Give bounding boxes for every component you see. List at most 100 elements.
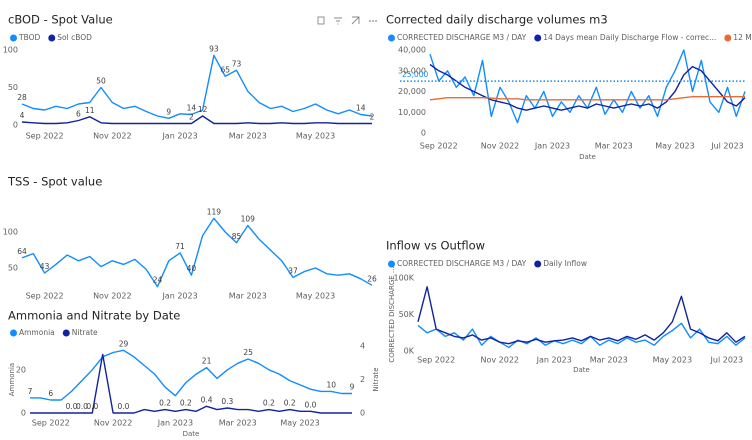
x-axis-title: Date — [183, 430, 200, 438]
data-label: 0.2 — [180, 399, 192, 408]
x-tick-label: Sep 2022 — [26, 132, 64, 141]
series-line — [21, 54, 373, 119]
legend-marker — [10, 329, 17, 337]
x-tick-label: May 2023 — [296, 132, 335, 141]
data-label: 0.3 — [221, 397, 233, 406]
legend-marker — [534, 260, 542, 268]
x-axis-title: Date — [579, 153, 596, 161]
data-label: 50 — [96, 77, 106, 86]
data-label: 0.0 — [76, 402, 88, 411]
data-label: 0.0 — [304, 400, 316, 409]
series-line — [30, 349, 352, 401]
x-tick-label: Jan 2023 — [161, 292, 197, 301]
x-tick-label: Jan 2023 — [157, 419, 193, 428]
data-label: 21 — [202, 357, 212, 366]
x-tick-label: Jan 2023 — [534, 142, 570, 151]
data-label: 14 — [356, 104, 366, 113]
visual-header-icons[interactable] — [317, 16, 377, 25]
y-tick-label: 50 — [8, 264, 18, 273]
reference-label: 25,000 — [402, 70, 428, 79]
data-label: 37 — [288, 266, 298, 275]
x-axis-title: Date — [573, 366, 590, 374]
x-tick-label: Nov 2022 — [481, 142, 520, 151]
data-label: 24 — [153, 276, 163, 285]
y-tick-label: 100K — [393, 274, 414, 283]
y-tick-label: 0 — [21, 409, 26, 418]
x-tick-label: Jan 2023 — [161, 132, 197, 141]
series-line — [21, 115, 372, 125]
legend-label: 12 Mths mean Daily Discharge... — [733, 33, 752, 42]
chart-title: Inflow vs Outflow — [386, 239, 485, 253]
y-tick-label: 100 — [3, 46, 18, 55]
y-tick-label: 40,000 — [398, 46, 426, 55]
series-line — [21, 217, 373, 288]
y-tick-label: 30,000 — [398, 66, 426, 75]
series-line — [429, 49, 746, 124]
x-tick-label: Sep 2022 — [32, 419, 70, 428]
data-label: 0.4 — [201, 395, 213, 404]
series-line — [417, 322, 746, 349]
legend-marker — [10, 34, 17, 42]
legend-label: Sol cBOD — [57, 33, 92, 42]
data-label: 9 — [350, 383, 355, 392]
filter-icon[interactable] — [334, 17, 342, 25]
legend-marker — [388, 260, 395, 268]
y-tick-label: 100 — [3, 228, 18, 237]
data-label: 40 — [187, 264, 197, 273]
data-label: 71 — [175, 242, 185, 251]
x-tick-label: Nov 2022 — [480, 356, 519, 365]
x-tick-label: Nov 2022 — [94, 419, 133, 428]
chart-title: Corrected daily discharge volumes m3 — [386, 13, 608, 27]
focus-icon[interactable] — [317, 16, 325, 25]
y-tick-label: 50 — [8, 83, 18, 92]
chart-title: TSS - Spot value — [7, 175, 102, 189]
y-tick-label: 0 — [13, 121, 18, 130]
x-tick-label: Jan 2023 — [536, 356, 572, 365]
data-label: 29 — [119, 339, 129, 348]
data-label: 109 — [241, 215, 256, 224]
data-label: 2 — [370, 113, 375, 122]
x-tick-label: Jul 2023 — [710, 356, 744, 365]
x-tick-label: Mar 2023 — [229, 292, 267, 301]
y2-axis-title: Nitrate — [372, 367, 380, 391]
data-label: 7 — [28, 387, 33, 396]
chart-title: Ammonia and Nitrate by Date — [8, 309, 180, 323]
legend-marker — [388, 34, 395, 42]
data-label: 85 — [232, 232, 242, 241]
data-label: 0.0 — [86, 402, 98, 411]
legend-label: TBOD — [18, 33, 40, 42]
y-tick-label: 0 — [421, 129, 426, 138]
x-tick-label: Nov 2022 — [93, 132, 132, 141]
data-label: 4 — [20, 111, 25, 120]
x-tick-label: Nov 2022 — [93, 292, 132, 301]
data-label: 6 — [76, 110, 81, 119]
legend-label: CORRECTED DISCHARGE M3 / DAY — [397, 259, 527, 268]
data-label: 10 — [326, 380, 336, 389]
more-icon[interactable] — [369, 20, 377, 22]
x-tick-label: Sep 2022 — [26, 292, 64, 301]
data-label: 6 — [48, 389, 53, 398]
data-label: 14 — [187, 104, 197, 113]
expand-icon[interactable] — [351, 16, 360, 25]
x-tick-label: Jul 2023 — [710, 142, 744, 151]
y-tick-label: 10,000 — [398, 108, 426, 117]
data-label: 43 — [40, 262, 50, 271]
data-label: 0.2 — [284, 399, 296, 408]
data-label: 0.2 — [263, 399, 275, 408]
data-label: 0.0 — [66, 402, 78, 411]
data-label: 28 — [17, 93, 27, 102]
data-label: 26 — [367, 274, 377, 283]
x-tick-label: May 2023 — [655, 142, 694, 151]
data-label: 119 — [207, 207, 222, 216]
data-label: 73 — [232, 59, 242, 68]
y-tick-label: 20 — [16, 365, 26, 374]
legend-label: Nitrate — [72, 328, 98, 337]
legend-marker — [534, 34, 542, 42]
y-tick-label: 0K — [404, 347, 415, 356]
y-tick-label: 2 — [360, 375, 365, 384]
legend-marker — [48, 34, 56, 42]
y-tick-label: 20,000 — [398, 87, 426, 96]
series-line — [30, 353, 352, 414]
data-label: 64 — [17, 247, 27, 256]
